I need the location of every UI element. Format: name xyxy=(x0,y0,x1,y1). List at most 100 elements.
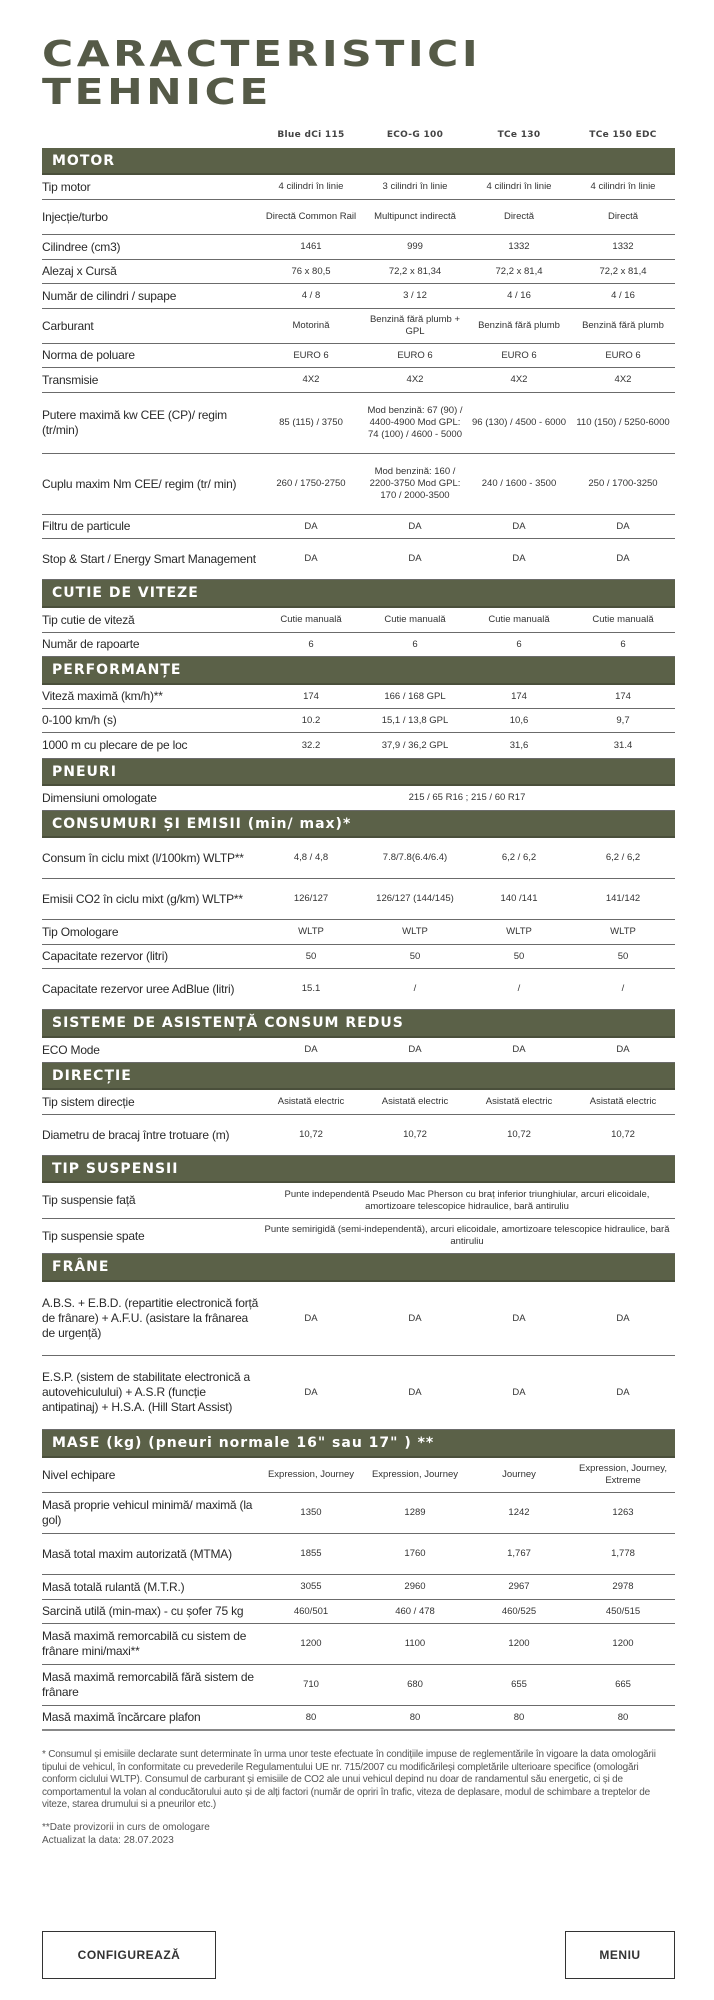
row-value: 1263 xyxy=(612,1507,634,1518)
table-row: Masă maximă remorcabilă cu sistem de frâ… xyxy=(42,1624,675,1665)
row-value: 240 / 1600 - 3500 xyxy=(481,478,557,489)
row-value: 6,2 / 6,2 xyxy=(605,852,641,863)
row-label: Cuplu maxim Nm CEE/ regim (tr/ min) xyxy=(42,476,237,491)
row-value: 1,767 xyxy=(507,1548,531,1559)
title-line-1: CARACTERISTICI xyxy=(42,34,482,75)
row-value: Mod benzină: 67 (90) / 4400-4900 Mod GPL… xyxy=(367,405,463,440)
specs-table: MOTOR Tip motor 4 cilindri în linie 3 cilin… xyxy=(42,148,675,1731)
row-value: 126/127 (144/145) xyxy=(376,893,454,904)
row-label: Tip sistem direcție xyxy=(42,1094,135,1109)
row-value: Punte semirigidă (semi-independentă), ar… xyxy=(264,1224,670,1247)
row-value: 32.2 xyxy=(301,739,321,751)
row-label: Nivel echipare xyxy=(42,1467,116,1482)
row-value: EURO 6 xyxy=(501,349,537,361)
table-row: Injecție/turbo Directă Common Rail Multipu… xyxy=(42,200,675,235)
row-value: DA xyxy=(616,553,630,564)
row-label: Emisii CO2 în ciclu mixt (g/km) WLTP** xyxy=(42,891,243,906)
row-value: Asistată electric xyxy=(381,1096,449,1107)
row-value: 4,8 / 4,8 xyxy=(293,852,329,863)
row-label: Filtru de particule xyxy=(42,519,131,533)
column-header: TCe 130 xyxy=(497,130,541,140)
row-label: Norma de poluare xyxy=(42,348,135,362)
row-value: 4 / 16 xyxy=(507,290,531,301)
row-value: 680 xyxy=(407,1679,423,1690)
table-row: Tip suspensie față Punte independentă Pse… xyxy=(42,1183,675,1219)
row-value: DA xyxy=(408,1386,422,1398)
row-value: DA xyxy=(304,1386,318,1398)
table-row: Diametru de bracaj între trotuare (m) 10,… xyxy=(42,1115,675,1156)
table-row: Tip cutie de viteză Cutie manuală Cutie ma… xyxy=(42,608,675,633)
row-value: DA xyxy=(616,1312,630,1324)
row-value: DA xyxy=(512,1386,526,1398)
row-value: Cutie manuală xyxy=(384,614,446,625)
row-value: 1200 xyxy=(508,1638,530,1649)
section-header: CUTIE DE VITEZE xyxy=(42,580,675,608)
table-row: Capacitate rezervor (litri) 50 50 50 50 xyxy=(42,945,675,969)
row-label: Cilindree (cm3) xyxy=(42,239,121,254)
table-row: Capacitate rezervor uree AdBlue (litri) 1… xyxy=(42,969,675,1010)
row-value: / xyxy=(413,983,417,994)
section-header: DIRECȚIE xyxy=(42,1063,675,1090)
row-value: DA xyxy=(512,520,526,532)
notes: **Date provizorii in curs de omologare A… xyxy=(42,1821,210,1847)
row-value: 174 xyxy=(303,690,319,702)
row-value: 80 xyxy=(617,1711,629,1723)
row-value: 4X2 xyxy=(406,374,424,385)
row-value: 72,2 x 81,4 xyxy=(599,265,647,277)
row-value: DA xyxy=(616,1386,630,1398)
row-value: DA xyxy=(512,553,526,564)
row-label: Alezaj x Cursă xyxy=(42,264,117,278)
row-value: EURO 6 xyxy=(605,349,641,361)
row-value: 3055 xyxy=(300,1581,322,1592)
row-label: Capacitate rezervor uree AdBlue (litri) xyxy=(42,981,235,996)
table-row: Tip motor 4 cilindri în linie 3 cilindri î… xyxy=(42,175,675,200)
section-header: MOTOR xyxy=(42,148,675,175)
row-value: / xyxy=(621,983,625,994)
row-value: DA xyxy=(616,1044,630,1055)
row-value: 6 xyxy=(308,638,314,650)
row-value: / xyxy=(517,983,521,994)
row-value: 10,72 xyxy=(299,1129,323,1140)
table-row: Transmisie 4X2 4X2 4X2 4X2 xyxy=(42,368,675,393)
row-value: EURO 6 xyxy=(397,349,433,361)
column-header: ECO-G 100 xyxy=(386,130,444,140)
row-label: Număr de rapoarte xyxy=(42,637,140,651)
row-value: Asistată electric xyxy=(277,1096,345,1107)
row-value: 4X2 xyxy=(302,374,320,385)
row-label: Viteză maximă (km/h)** xyxy=(42,689,163,703)
row-value: Asistată electric xyxy=(589,1096,657,1107)
row-value: 72,2 x 81,34 xyxy=(388,265,442,277)
row-value: EURO 6 xyxy=(293,349,329,361)
row-value: 10.2 xyxy=(301,714,321,726)
row-value: Directă xyxy=(503,211,535,222)
row-label: Dimensiuni omologate xyxy=(42,790,157,805)
row-value: 96 (130) / 4500 - 6000 xyxy=(471,417,566,428)
row-value: Mod benzină: 160 / 2200-3750 Mod GPL: 17… xyxy=(369,466,461,501)
configure-button[interactable]: CONFIGUREAZĂ xyxy=(42,1931,216,1979)
row-value: DA xyxy=(304,1044,318,1055)
title-line-2: TEHNICE xyxy=(42,72,272,113)
row-value: 3 / 12 xyxy=(403,290,427,301)
row-label: Număr de cilindri / supape xyxy=(42,288,177,303)
row-value: 4 cilindri în linie xyxy=(590,181,656,192)
footnote: * Consumul și emisiile declarate sunt de… xyxy=(42,1749,656,1810)
table-row: Masă totală rulantă (M.T.R.) 3055 2960 2967… xyxy=(42,1575,675,1600)
provisional-note: **Date provizorii in curs de omologare xyxy=(42,1822,210,1833)
menu-button[interactable]: MENIU xyxy=(565,1931,675,1979)
table-row: Masă proprie vehicul minimă/ maximă (la … xyxy=(42,1493,675,1534)
section-header: FRÂNE xyxy=(42,1254,675,1282)
row-value: 1760 xyxy=(404,1548,426,1559)
row-value: Motorină xyxy=(292,320,330,331)
row-value: Cutie manuală xyxy=(280,614,342,625)
table-row: Norma de poluare EURO 6 EURO 6 EURO 6 EURO 6 xyxy=(42,344,675,368)
row-value: 6 xyxy=(412,638,418,650)
row-value: 1855 xyxy=(300,1548,322,1559)
row-value: 37,9 / 36,2 GPL xyxy=(381,739,449,751)
table-row: Masă maximă încărcare plafon 80 80 80 80 xyxy=(42,1706,675,1731)
row-value: 1289 xyxy=(404,1507,426,1518)
row-value: Benzină fără plumb + GPL xyxy=(369,314,461,337)
table-row: Stop & Start / Energy Smart Management DA… xyxy=(42,539,675,580)
row-label: Putere maximă kw CEE (CP)/ regim (tr/min… xyxy=(42,408,227,437)
row-value: DA xyxy=(304,1312,318,1324)
row-value: 215 / 65 R16 ; 215 / 60 R17 xyxy=(408,792,526,803)
